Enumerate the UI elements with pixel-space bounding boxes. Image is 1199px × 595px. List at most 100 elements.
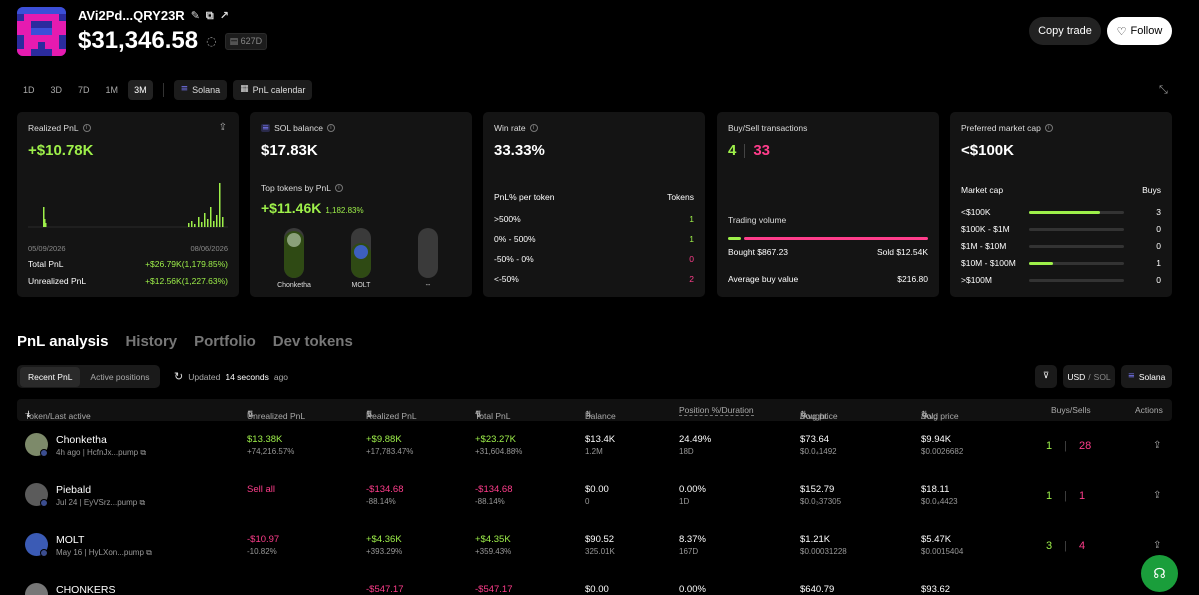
sol-balance-card: ≡ SOL balance i $17.83K Top tokens by PnL i… xyxy=(250,112,472,297)
edit-icon[interactable]: ✎ xyxy=(190,9,200,22)
top-token-pill[interactable] xyxy=(418,228,438,278)
info-icon[interactable]: i xyxy=(529,124,538,132)
updated-suffix: ago xyxy=(273,371,289,382)
sold-cell: $93.62 xyxy=(921,584,950,595)
table-row[interactable]: Chonketha 4h ago | HcfnJx...pump ⧉ $13.38K… xyxy=(17,421,1172,471)
sold-volume: Sold $12.54K xyxy=(876,247,928,257)
timeframe-1m[interactable]: 1M xyxy=(105,84,119,95)
pnl-bar xyxy=(188,223,190,227)
total-pnl-cell: +$23.27K +31,604.88% xyxy=(475,434,522,456)
table-row[interactable]: Piebald Jul 24 | EyVSrz...pump ⧉ Sell all -… xyxy=(17,471,1172,521)
sold-cell-value: $93.62 xyxy=(921,584,951,595)
support-chat-button[interactable]: ☊ xyxy=(1141,555,1178,592)
refresh-icon[interactable]: ↻ xyxy=(174,370,184,383)
win-rate-row: 0% - 500% 1 xyxy=(494,234,694,244)
realized-pnl-cell-value: +$9.88K xyxy=(366,434,402,445)
tab-portfolio[interactable]: Portfolio xyxy=(194,333,256,350)
currency-toggle[interactable]: USD / SOL xyxy=(1063,365,1115,388)
wallet-address-row: AVi2Pd...QRY23R ✎ ⧉ ↗ xyxy=(78,8,229,23)
timeframe-1d[interactable]: 1D xyxy=(23,84,35,95)
market-cap-row-value: 0 xyxy=(1156,224,1161,234)
share-icon[interactable]: ⇪ xyxy=(1153,490,1162,501)
balance-cell: $90.52 325.01K xyxy=(585,534,615,556)
sort-icon: ⇅ xyxy=(475,410,483,420)
pnl-bar xyxy=(191,221,193,227)
top-tokens-value: +$11.46K xyxy=(261,200,322,216)
volume-bar-sold xyxy=(744,237,928,240)
unrealized-pnl-label: Unrealized PnL xyxy=(28,276,87,286)
timeframe-3m[interactable]: 3M xyxy=(128,79,153,100)
share-icon[interactable]: ⇪ xyxy=(1153,440,1162,451)
sol-balance-label: SOL balance xyxy=(274,123,323,133)
info-icon[interactable]: i xyxy=(334,184,343,192)
sold-cell-sub: $0.0026682 xyxy=(921,447,964,456)
realized-pnl-value: +$10.78K xyxy=(28,142,94,159)
market-cap-row-label: <$100K xyxy=(961,207,991,217)
date-end: 08/06/2026 xyxy=(190,244,228,253)
unrealized-pnl-value: +$12.56K(1,227.63%) xyxy=(145,276,228,286)
total-pnl-cell: -$134.68 -88.14% xyxy=(475,484,513,506)
market-cap-row-fill xyxy=(1029,262,1053,265)
balance-cell-value: $90.52 xyxy=(585,534,615,545)
bought-cell-sub: $0.0₄1492 xyxy=(800,447,837,456)
tab-history[interactable]: History xyxy=(125,333,178,350)
token-avatar xyxy=(25,583,48,595)
market-cap-card: Preferred market cap i <$100K Market cap B… xyxy=(950,112,1172,297)
table-row[interactable]: CHONKERS -$547.17 -$547.17 $0.00 0.00% $640.7… xyxy=(17,571,1172,595)
chain-select[interactable]: ≡ Solana xyxy=(173,79,228,100)
timeframe-3d[interactable]: 3D xyxy=(50,84,63,95)
market-cap-value: <$100K xyxy=(961,142,1014,159)
sol-balance-title: ≡ SOL balance i xyxy=(261,123,335,133)
col-bought-label: Bought xyxy=(800,411,827,421)
col-position[interactable]: Position %/Duration xyxy=(679,405,754,416)
realized-pnl-cell: +$9.88K +17,783.47% xyxy=(366,434,413,456)
follow-button[interactable]: ♡ Follow xyxy=(1107,17,1172,45)
info-icon[interactable]: i xyxy=(82,124,91,132)
total-pnl-cell-value: +$23.27K xyxy=(475,434,516,445)
updated-prefix: Updated xyxy=(188,371,221,382)
share-icon[interactable]: ⇪ xyxy=(1153,540,1162,551)
subtab-active-positions[interactable]: Active positions xyxy=(90,371,150,382)
realized-pnl-cell-sub: -88.14% xyxy=(366,497,396,506)
collapse-icon[interactable]: ⤡ xyxy=(1159,83,1168,96)
top-token-pill[interactable] xyxy=(284,228,304,278)
currency-sol[interactable]: SOL xyxy=(1093,371,1111,382)
sold-cell: $9.94K $0.0026682 xyxy=(921,434,963,456)
total-pnl-cell-value: -$134.68 xyxy=(475,484,513,495)
info-icon[interactable]: i xyxy=(326,124,335,132)
filter-button[interactable]: ⊽ xyxy=(1035,365,1057,388)
tab-dev-tokens[interactable]: Dev tokens xyxy=(272,333,353,350)
subtab-recent-pnl[interactable]: Recent PnL xyxy=(20,366,81,387)
volume-bar-bought xyxy=(728,237,741,240)
bought-cell-value: $73.64 xyxy=(800,434,830,445)
unrealized-pnl-row: Unrealized PnL +$12.56K(1,227.63%) xyxy=(28,276,228,286)
unrealized-pnl-cell: $13.38K +74,216.57% xyxy=(247,434,294,456)
win-rate-card: Win rate i 33.33% PnL% per token Tokens >5… xyxy=(483,112,705,297)
copy-icon[interactable]: ⧉ xyxy=(205,9,214,22)
market-cap-row-bar xyxy=(1029,245,1124,248)
tokens-header: Tokens xyxy=(667,192,694,202)
timeframe-7d[interactable]: 7D xyxy=(78,84,90,95)
wallet-address: AVi2Pd...QRY23R xyxy=(78,8,185,23)
balance-cell-value: $0.00 xyxy=(585,484,609,495)
info-icon[interactable]: i xyxy=(1044,124,1053,132)
pnl-per-token-header: PnL% per token xyxy=(494,192,555,202)
table-row[interactable]: MOLT May 16 | HyLXon...pump ⧉ -$10.97 -10.8… xyxy=(17,521,1172,571)
solana-icon: ≡ xyxy=(1127,371,1135,382)
pnl-calendar-button[interactable]: ▦ PnL calendar xyxy=(233,79,313,100)
market-cap-row: $10M - $100M 1 xyxy=(961,258,1161,270)
trading-volume-title: Trading volume xyxy=(728,215,786,225)
top-token-pill[interactable] xyxy=(351,228,371,278)
buy-count-cell: 1 xyxy=(1046,490,1053,502)
share-icon[interactable]: ⇪ xyxy=(218,122,227,133)
copy-trade-button[interactable]: Copy trade xyxy=(1029,17,1101,45)
follow-label: Follow xyxy=(1130,25,1163,37)
hide-balance-icon[interactable]: ◌ xyxy=(206,34,217,48)
count-divider xyxy=(744,143,746,158)
tab-pnl-analysis[interactable]: PnL analysis xyxy=(17,333,109,350)
top-tokens-title: Top tokens by PnL i xyxy=(261,183,343,193)
table-chain-select[interactable]: ≡ Solana xyxy=(1121,365,1172,388)
unrealized-pnl-cell: -$10.97 -10.82% xyxy=(247,534,279,556)
external-link-icon[interactable]: ↗ xyxy=(219,9,229,22)
currency-usd[interactable]: USD xyxy=(1067,371,1086,382)
